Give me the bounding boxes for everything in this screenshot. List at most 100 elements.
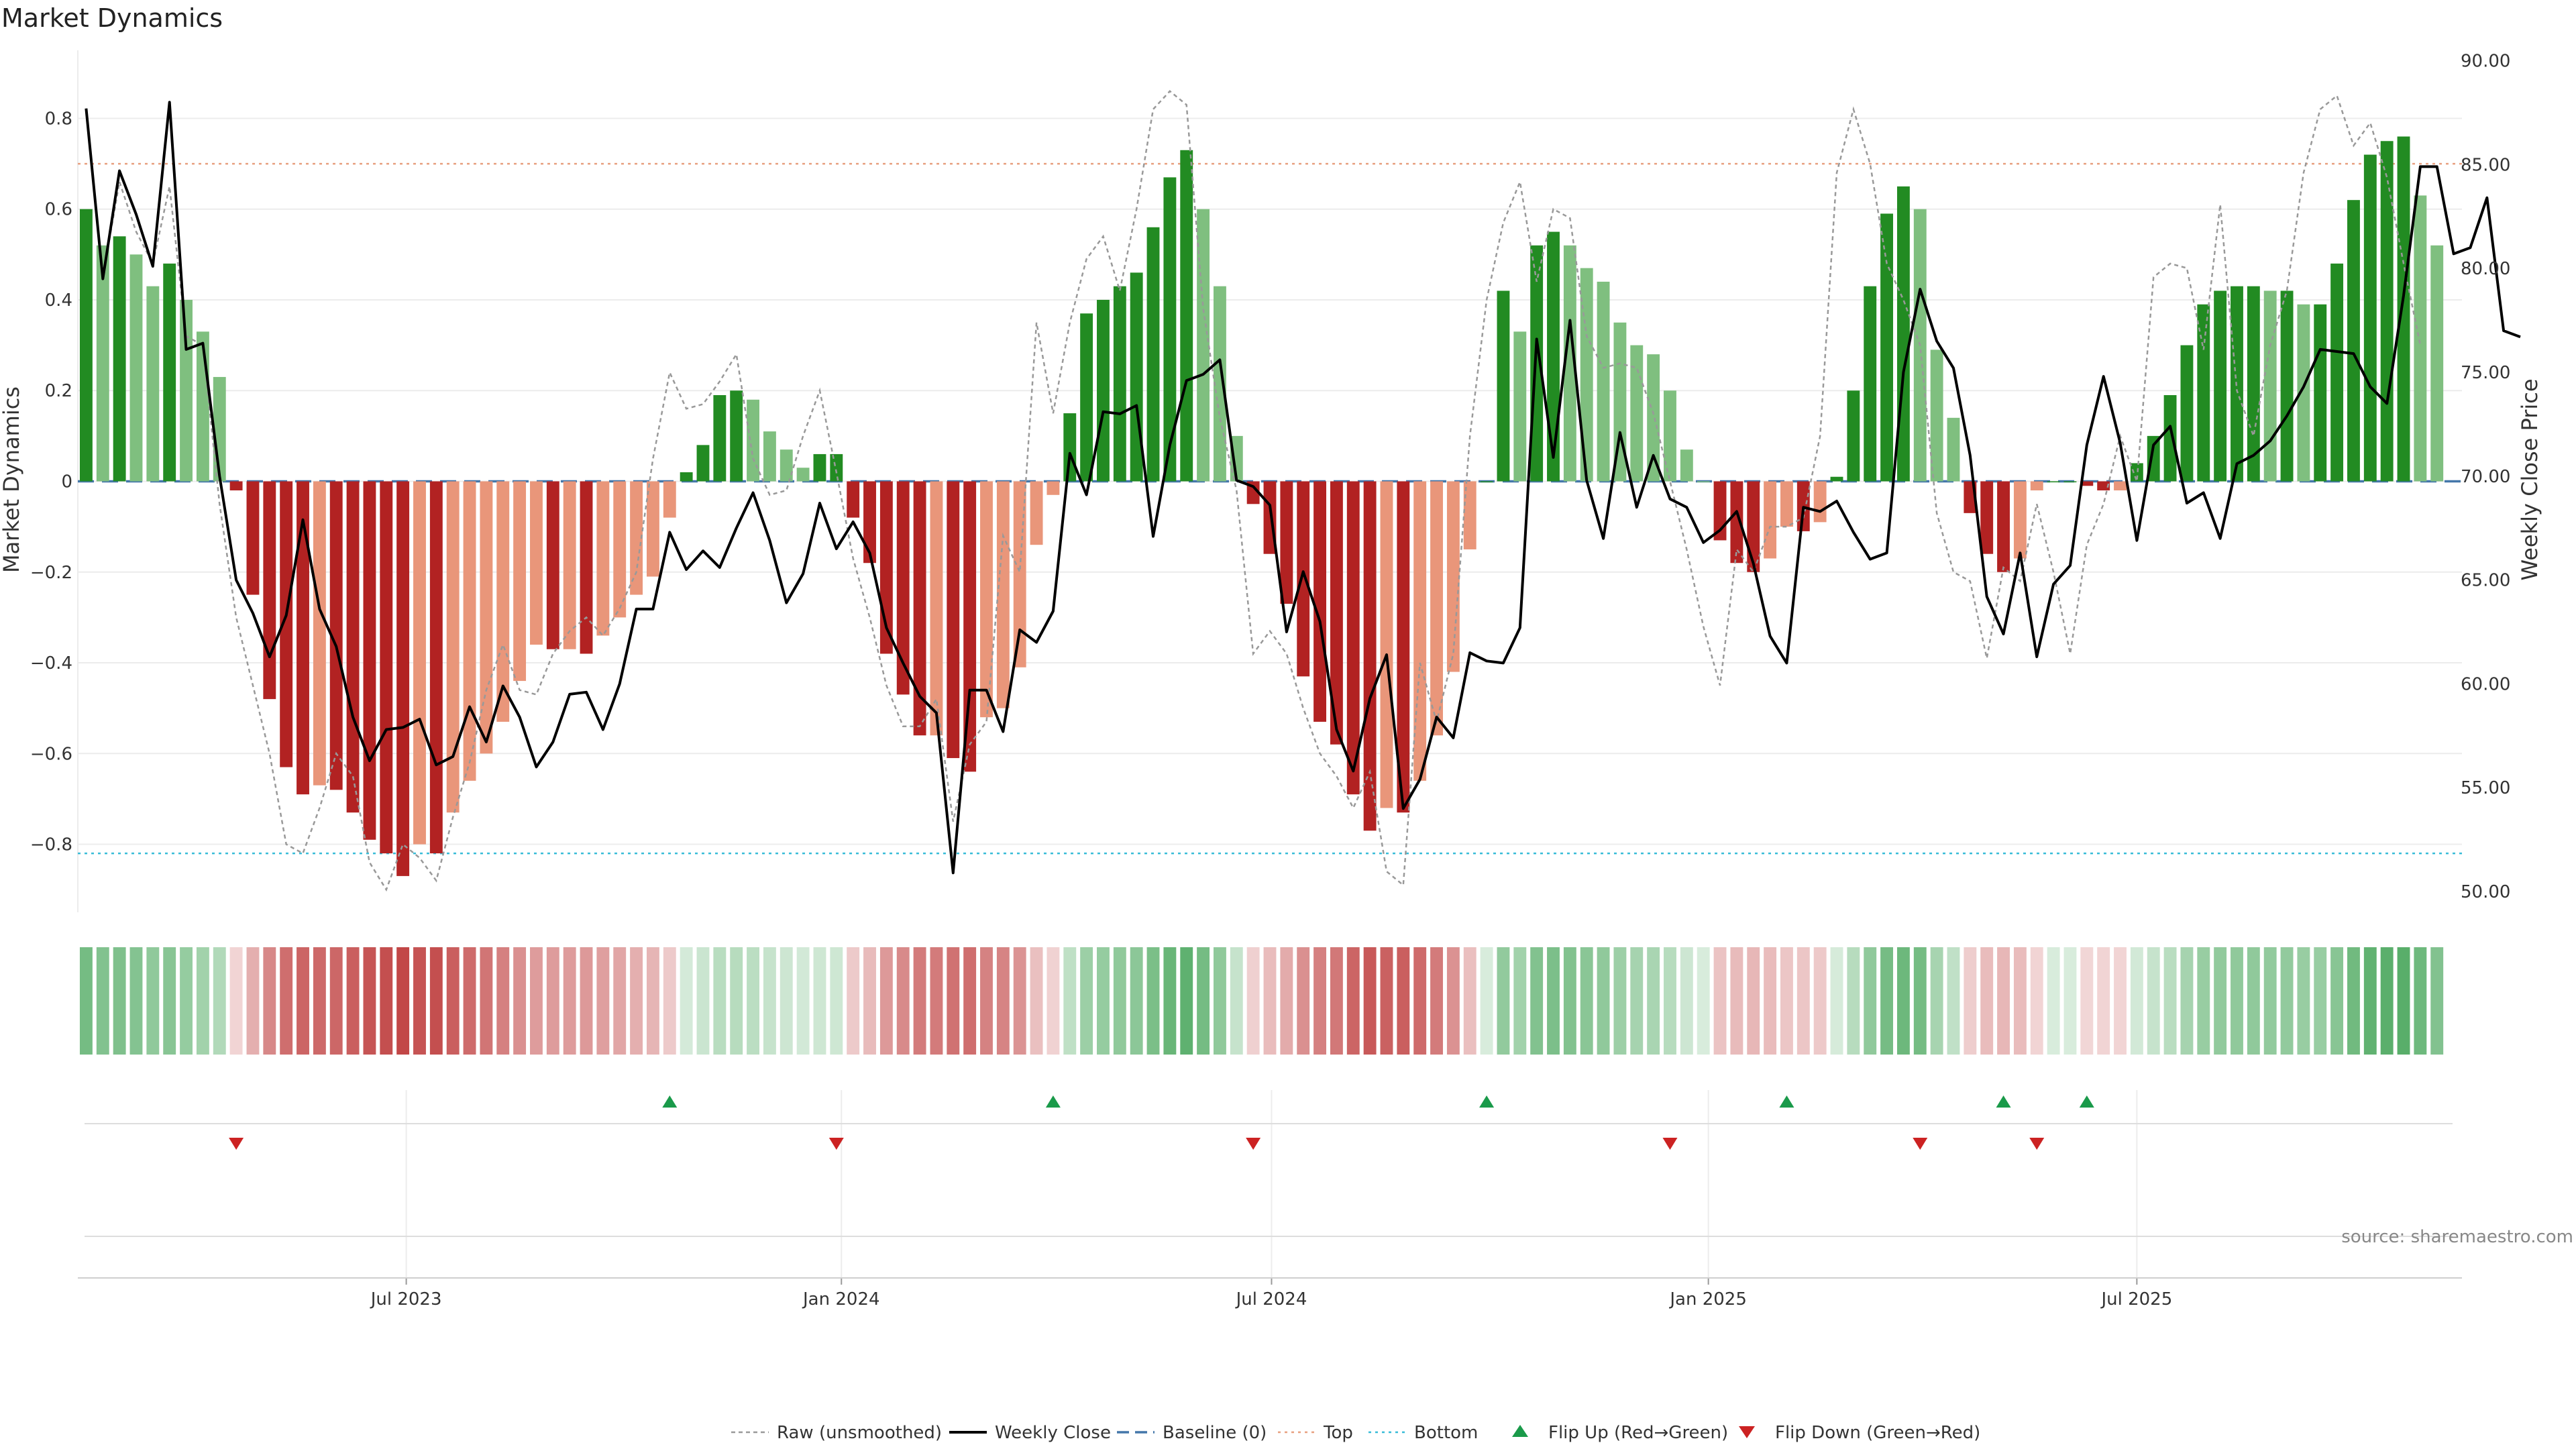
heat-cell [1647,947,1660,1055]
heat-cell [530,947,543,1055]
heat-cell [2430,947,2444,1055]
bar [1063,413,1077,482]
bar [396,481,410,876]
heat-cell [1563,947,1576,1055]
bar [546,481,559,649]
bar [380,481,393,854]
heat-cell [2414,947,2427,1055]
bar [1330,481,1343,745]
heat-cell [713,947,727,1055]
heat-cell [1847,947,1860,1055]
bar [1280,481,1293,604]
right-tick-label: 55.00 [2461,778,2510,798]
heat-cell [2314,947,2327,1055]
heat-cell [1346,947,1360,1055]
bar [563,481,576,649]
heat-cell [596,947,610,1055]
flip-up-marker [1479,1095,1495,1108]
heat-cell [1864,947,1877,1055]
bar [2197,304,2210,482]
right-tick-label: 70.00 [2461,467,2510,487]
bar [2114,481,2127,491]
bar [1197,209,1210,482]
heat-cell [113,947,126,1055]
left-tick-label: 0.8 [45,109,72,129]
legend-label: Top [1323,1423,1353,1443]
heat-cell [863,947,876,1055]
heat-cell [1446,947,1460,1055]
heat-cell [1213,947,1226,1055]
bar [180,299,193,482]
heat-cell [1980,947,1994,1055]
heat-cell [1680,947,1693,1055]
heat-cell [2197,947,2210,1055]
bar [429,481,443,854]
right-tick-label: 90.00 [2461,51,2510,71]
bar [2180,345,2194,482]
heat-cell [1113,947,1126,1055]
heat-cell [980,947,993,1055]
heat-cell [813,947,826,1055]
heat-cell [1480,947,1493,1055]
legend-label: Flip Down (Green→Red) [1775,1423,1980,1443]
bar [446,481,460,813]
bar [2214,290,2227,482]
heat-cell [847,947,860,1055]
x-tick-label: Jul 2023 [370,1289,442,1309]
bar [1097,299,1110,482]
flip-down-marker [1913,1138,1928,1150]
bar [2330,263,2344,482]
x-tick-label: Jul 2025 [2100,1289,2172,1309]
heat-cell [696,947,710,1055]
heat-cell [446,947,460,1055]
bar [280,481,293,767]
source-note: source: sharemaestro.com [2341,1227,2573,1247]
heat-cell [1380,947,1393,1055]
bar [2047,481,2060,482]
heat-cell [1947,947,1960,1055]
bar [2263,290,2277,482]
bar [1664,390,1676,482]
bar [129,254,143,482]
bar [2080,481,2094,486]
heat-cell [2280,947,2294,1055]
heat-cell [79,947,93,1055]
bar [1013,481,1026,667]
bar [329,481,343,790]
bar [246,481,260,595]
legend-label: Flip Up (Red→Green) [1548,1423,1728,1443]
heat-cell [763,947,776,1055]
bar [747,399,759,482]
heat-cell [1080,947,1093,1055]
heat-cell [1747,947,1760,1055]
bar [346,481,360,813]
bar [413,481,426,845]
left-tick-label: −0.4 [30,653,72,674]
heat-cell [1997,947,2010,1055]
bar [1563,245,1576,482]
bar [1297,481,1310,677]
legend: Raw (unsmoothed) Weekly Close Baseline (0)… [731,1423,1980,1443]
heat-cell [213,947,226,1055]
bar [2297,304,2310,482]
heat-cell [1547,947,1560,1055]
heat-cell [613,947,627,1055]
heat-cell [2063,947,2077,1055]
heat-cell [1880,947,1894,1055]
heat-cell [1130,947,1143,1055]
legend-label: Baseline (0) [1163,1423,1267,1443]
bar [2130,463,2143,482]
heat-cell [1230,947,1243,1055]
x-axis: Jul 2023 Jan 2024 Jul 2024 Jan 2025 Jul 2025 [78,1277,2462,1309]
bar [1430,481,1443,736]
legend-label: Bottom [1414,1423,1478,1443]
bar [1597,281,1610,482]
heat-cell [2163,947,2177,1055]
left-tick-label: 0.6 [45,200,72,220]
heat-cell [346,947,360,1055]
heat-cell [663,947,676,1055]
bar [1747,481,1760,572]
heat-cell [196,947,209,1055]
bar [813,453,826,482]
